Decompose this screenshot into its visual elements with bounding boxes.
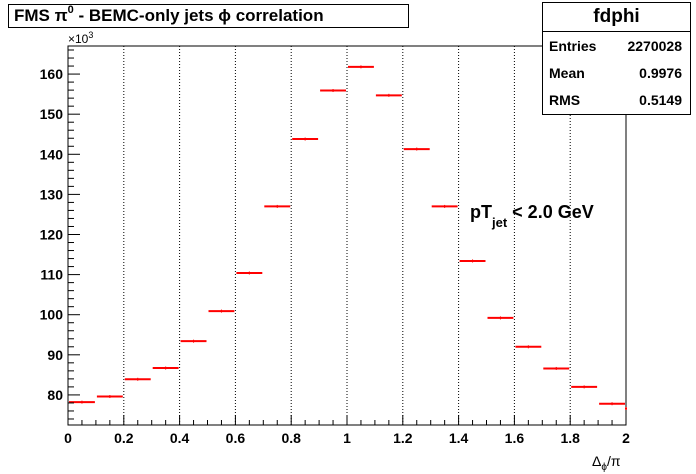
stats-entries-value: 2270028 [627, 38, 682, 54]
axes: 0 0.2 0.4 0.6 0.8 1 1.2 1.4 1.6 1.8 2 80 90 100 110 120… [40, 49, 630, 446]
stats-histogram-name: fdphi [543, 3, 690, 32]
pt-annotation-tail: < 2.0 GeV [507, 202, 594, 222]
pt-annotation-main: pT [470, 202, 492, 222]
x-tick-label: 0.6 [226, 430, 246, 446]
y-tick-label: 140 [40, 146, 64, 162]
plot-title-suffix: - BEMC-only jets ϕ correlation [73, 6, 324, 25]
stats-entries-label: Entries [549, 38, 597, 54]
x-tick-label: 0.8 [281, 430, 301, 446]
y-tick-label: 90 [47, 347, 63, 363]
stats-row-rms: RMS 0.5149 [543, 86, 690, 113]
y-multiplier-exp: 3 [88, 30, 93, 40]
stats-rms-value: 0.5149 [639, 92, 682, 108]
x-axis-label-main: Δ [592, 453, 601, 469]
pt-annotation-sub: jet [491, 215, 508, 230]
x-tick-label: 0 [64, 430, 72, 446]
stats-mean-label: Mean [549, 65, 585, 81]
y-tick-label: 100 [40, 307, 64, 323]
x-tick-label: 2 [622, 430, 630, 446]
x-tick-label: 1.4 [449, 430, 469, 446]
stats-box: fdphi Entries 2270028 Mean 0.9976 RMS 0.… [542, 2, 691, 115]
stats-rms-label: RMS [549, 92, 581, 108]
y-multiplier: ×103 [68, 30, 93, 46]
x-tick-label: 1.8 [560, 430, 580, 446]
x-tick-label: 1.6 [505, 430, 525, 446]
y-tick-label: 110 [40, 267, 63, 283]
plot-title-prefix: FMS π [14, 6, 68, 25]
x-axis-label-sub: ϕ [601, 462, 607, 473]
pt-annotation: pTjet < 2.0 GeV [470, 202, 594, 230]
x-tick-label: 0.2 [114, 430, 134, 446]
y-tick-label: 130 [40, 186, 64, 202]
x-tick-label: 0.4 [170, 430, 190, 446]
x-tick-label: 1 [343, 430, 351, 446]
stats-row-entries: Entries 2270028 [543, 32, 690, 59]
y-tick-label: 150 [40, 106, 64, 122]
data-markers [69, 65, 627, 411]
x-tick-label: 1.2 [393, 430, 413, 446]
x-axis-label-tail: /π [607, 453, 621, 469]
y-tick-label: 120 [40, 226, 64, 242]
plot-title: FMS π0 - BEMC-only jets ϕ correlation [8, 4, 409, 28]
y-multiplier-base: ×10 [68, 32, 89, 46]
x-axis-label: Δϕ/π [592, 453, 621, 473]
stats-mean-value: 0.9976 [639, 65, 682, 81]
stats-row-mean: Mean 0.9976 [543, 59, 690, 86]
plot-title-superscript: 0 [67, 4, 74, 16]
y-tick-label: 160 [40, 66, 64, 82]
y-tick-label: 80 [47, 387, 63, 403]
